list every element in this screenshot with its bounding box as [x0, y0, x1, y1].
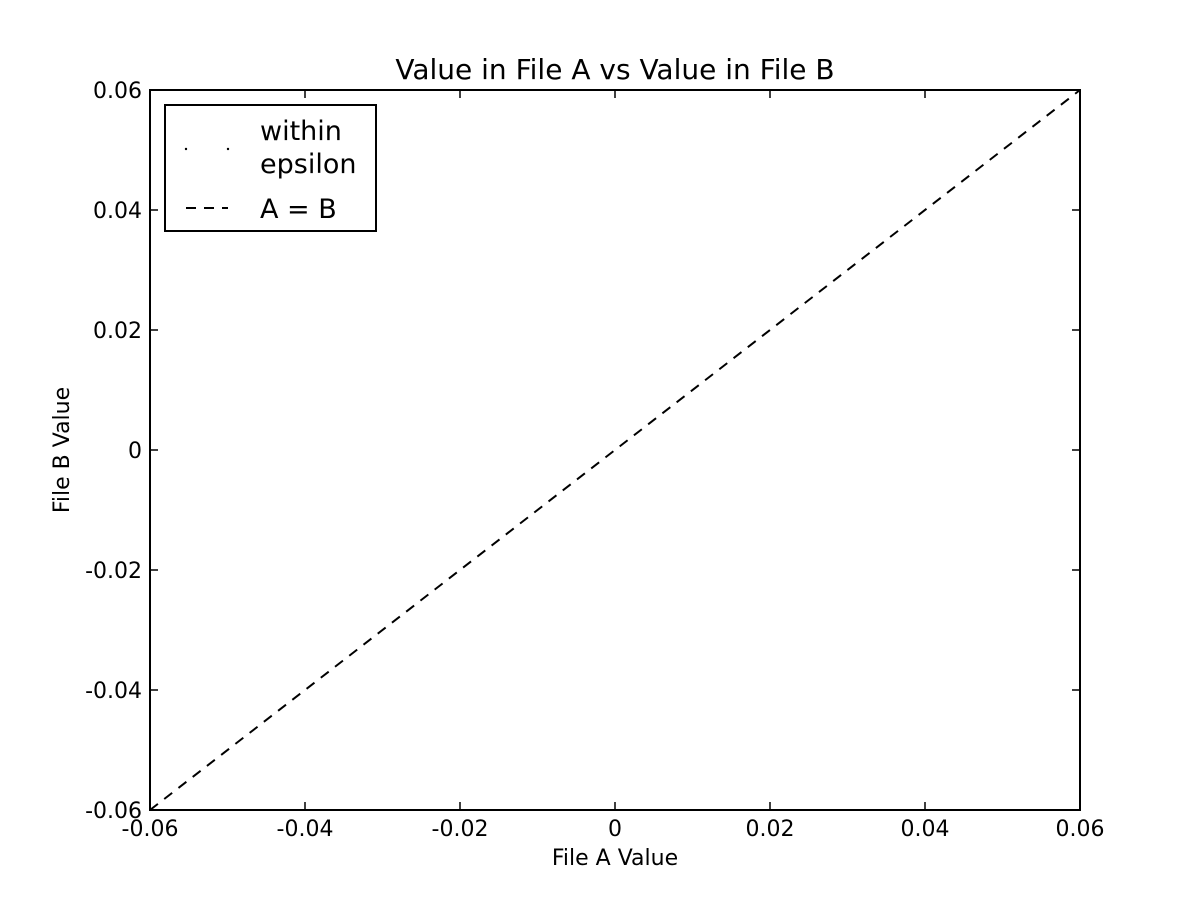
x-tick-label: -0.02: [432, 817, 489, 842]
y-tick-label: 0.06: [93, 79, 142, 104]
legend-box: [164, 104, 377, 232]
x-tick-label: 0.04: [901, 817, 950, 842]
series-line-1: [149, 89, 1081, 811]
chart-title: Value in File A vs Value in File B: [395, 53, 834, 86]
y-tick-label: -0.04: [85, 679, 142, 704]
legend-marker-points: [226, 147, 230, 151]
legend-label-line: within: [260, 116, 342, 147]
x-axis-label: File A Value: [552, 846, 678, 871]
x-tick-label: -0.04: [277, 817, 334, 842]
y-tick-label: -0.02: [85, 559, 142, 584]
legend-label-line: epsilon: [260, 149, 356, 180]
x-tick-label: -0.06: [122, 817, 179, 842]
legend-marker-points: [184, 147, 188, 151]
y-axis-label: File B Value: [50, 387, 75, 513]
x-tick-label: 0.06: [1056, 817, 1105, 842]
y-tick-label: -0.06: [85, 799, 142, 824]
x-tick-label: 0: [608, 817, 622, 842]
legend-label-within-epsilon: within epsilon: [260, 116, 356, 180]
y-tick-label: 0.04: [93, 199, 142, 224]
y-tick-label: 0: [128, 439, 142, 464]
legend: within epsilon A = B: [164, 104, 377, 232]
legend-label-a-equals-b: A = B: [260, 194, 337, 225]
y-tick-label: 0.02: [93, 319, 142, 344]
x-tick-label: 0.02: [746, 817, 795, 842]
